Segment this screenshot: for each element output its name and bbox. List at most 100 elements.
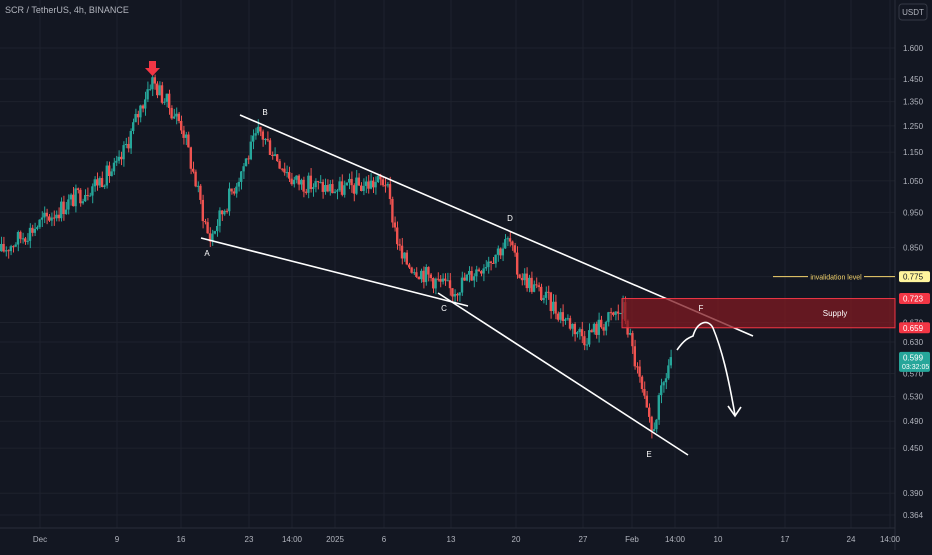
x-tick-label-11: 14:00 <box>665 535 686 544</box>
candle-body <box>283 168 286 173</box>
candle-body <box>552 301 555 312</box>
candle-body <box>513 245 516 253</box>
candle-body <box>216 225 219 232</box>
candle-body <box>300 179 303 185</box>
candle-body <box>489 261 492 264</box>
candle-body <box>583 336 586 346</box>
candle-body <box>451 288 454 297</box>
candle-body <box>506 238 509 240</box>
candle-body <box>465 274 468 281</box>
candle-body <box>326 185 329 192</box>
candle-body <box>595 323 598 335</box>
candle-body <box>55 214 58 219</box>
candle-body <box>151 77 154 90</box>
candle-body <box>86 195 89 197</box>
candle-body <box>278 161 281 169</box>
candle-body <box>441 278 444 282</box>
candle-body <box>211 233 214 242</box>
candle-body <box>237 181 240 187</box>
candle-body <box>321 181 324 192</box>
candle-body <box>436 278 440 280</box>
candle-body <box>223 210 226 215</box>
candle-body <box>578 329 581 333</box>
candle-body <box>453 294 456 297</box>
candle-body <box>463 277 466 281</box>
candle-body <box>650 416 653 432</box>
candle-body <box>458 292 461 296</box>
candle-body <box>115 160 118 163</box>
candle-body <box>96 179 99 186</box>
candle-body <box>74 188 77 207</box>
currency-button[interactable]: USDT <box>898 3 928 21</box>
candle-body <box>84 195 87 202</box>
candle-body <box>67 199 70 210</box>
candle-body <box>379 175 382 180</box>
candle-body <box>158 85 161 96</box>
candle-body <box>120 156 123 160</box>
candle-body <box>132 122 135 131</box>
price-tag-supply_top <box>899 293 930 305</box>
candle-body <box>295 175 298 180</box>
candle-body <box>40 217 44 220</box>
candle-body <box>139 105 142 118</box>
wave-label-a: A <box>204 249 210 258</box>
candle-body <box>628 333 632 335</box>
candle-body <box>652 429 656 432</box>
candle-body <box>472 276 476 281</box>
symbol-title: SCR / TetherUS, 4h, BINANCE <box>5 5 129 15</box>
candle-body <box>100 178 104 188</box>
candle-body <box>302 179 305 192</box>
candle-body <box>602 327 605 331</box>
candle-body <box>345 182 348 186</box>
candle-body <box>660 385 663 396</box>
y-tick-label-6: 0.950 <box>903 208 924 217</box>
candle-body <box>280 168 284 170</box>
candle-body <box>52 217 56 219</box>
candle-body <box>508 238 512 242</box>
candle-body <box>312 187 315 189</box>
candle-body <box>564 319 567 321</box>
candle-body <box>160 85 164 103</box>
candle-body <box>633 346 636 367</box>
candle-body <box>273 154 276 156</box>
candle-body <box>482 268 485 274</box>
candle-body <box>21 238 24 240</box>
candle-body <box>112 162 116 172</box>
candle-body <box>456 294 459 296</box>
candle-body <box>417 277 420 280</box>
candle-body <box>9 246 12 252</box>
candle-body <box>424 267 428 283</box>
candle-body <box>136 114 140 118</box>
projection-arrowhead <box>727 405 742 418</box>
candle-body <box>0 243 3 252</box>
candle-body <box>235 186 238 194</box>
candle-body <box>60 201 63 219</box>
candle-body <box>364 181 368 186</box>
candle-body <box>268 140 272 156</box>
wave-label-b: B <box>262 108 267 117</box>
candle-body <box>177 113 180 121</box>
candle-body <box>14 244 17 247</box>
candle-body <box>439 279 442 282</box>
candle-body <box>69 194 72 200</box>
candle-body <box>638 366 641 377</box>
candle-body <box>556 313 560 320</box>
candle-body <box>434 278 437 289</box>
candle-body <box>43 212 46 218</box>
price-tag-label-current_price: 0.599 <box>903 353 924 362</box>
candle-body <box>45 212 48 217</box>
svg-text:USDT: USDT <box>902 8 924 17</box>
candle-body <box>412 272 416 274</box>
x-tick-label-6: 6 <box>382 535 387 544</box>
candle-body <box>566 318 569 320</box>
y-tick-label-14: 0.450 <box>903 444 924 453</box>
candle-body <box>410 267 413 273</box>
candle-body <box>376 175 380 183</box>
candle-body <box>196 185 200 187</box>
wave-label-c: C <box>441 304 447 313</box>
candle-body <box>576 332 579 335</box>
candle-body <box>422 270 425 283</box>
candle-body <box>242 166 245 172</box>
